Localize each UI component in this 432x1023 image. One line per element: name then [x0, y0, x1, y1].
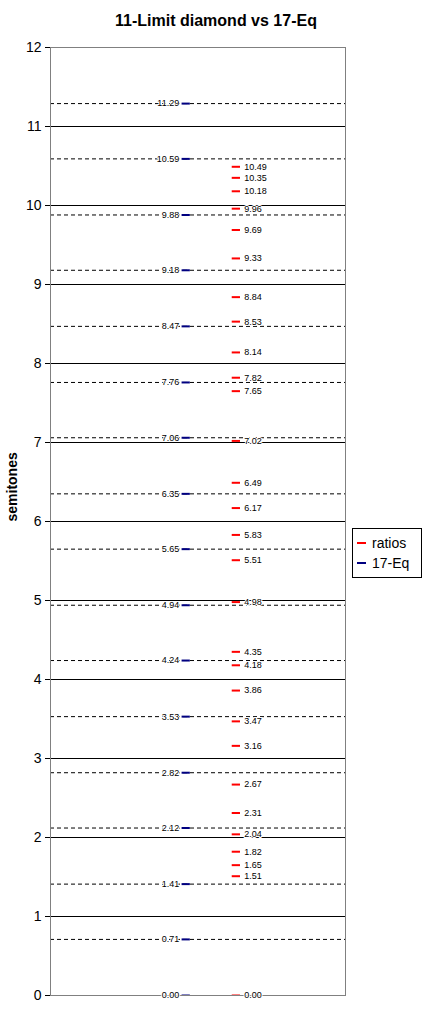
svg-text:10.49: 10.49	[244, 162, 267, 172]
svg-text:4: 4	[34, 671, 42, 687]
svg-text:6.49: 6.49	[244, 478, 262, 488]
svg-text:2.67: 2.67	[244, 779, 262, 789]
svg-text:1.82: 1.82	[244, 847, 262, 857]
svg-text:2: 2	[34, 829, 42, 845]
svg-text:8: 8	[34, 355, 42, 371]
svg-text:8.47: 8.47	[162, 321, 180, 331]
svg-text:10.18: 10.18	[244, 186, 267, 196]
svg-text:7.76: 7.76	[162, 377, 180, 387]
svg-text:3.16: 3.16	[244, 741, 262, 751]
svg-text:9.69: 9.69	[244, 225, 262, 235]
svg-text:4.98: 4.98	[244, 597, 262, 607]
svg-text:4.94: 4.94	[162, 600, 180, 610]
svg-text:5.51: 5.51	[244, 555, 262, 565]
svg-text:2.82: 2.82	[162, 768, 180, 778]
svg-text:2.31: 2.31	[244, 808, 262, 818]
svg-text:7.82: 7.82	[244, 373, 262, 383]
svg-text:11: 11	[27, 118, 42, 134]
svg-text:9.88: 9.88	[162, 210, 180, 220]
svg-text:12: 12	[26, 40, 42, 55]
svg-text:10: 10	[26, 197, 42, 213]
svg-text:9.96: 9.96	[244, 204, 262, 214]
svg-text:4.18: 4.18	[244, 660, 262, 670]
html-text:11-Limit diamond vs 17-Eq: 11-Limit diamond vs 17-Eq	[115, 12, 317, 29]
svg-text:3: 3	[34, 750, 42, 766]
svg-text:1.65: 1.65	[244, 860, 262, 870]
svg-text:9.18: 9.18	[162, 265, 180, 275]
svg-text:11.29: 11.29	[157, 98, 179, 108]
svg-text:7.06: 7.06	[162, 433, 180, 443]
svg-text:10.35: 10.35	[244, 173, 267, 183]
svg-text:5.65: 5.65	[162, 544, 180, 554]
svg-text:3.86: 3.86	[244, 685, 262, 695]
svg-text:6.17: 6.17	[244, 503, 262, 513]
svg-text:6.35: 6.35	[162, 489, 180, 499]
svg-text:semitones: semitones	[4, 452, 20, 521]
svg-text:9: 9	[34, 276, 42, 292]
svg-text:1: 1	[34, 908, 42, 924]
svg-text:5: 5	[34, 592, 42, 608]
svg-text:3.47: 3.47	[244, 716, 262, 726]
svg-text:0.00: 0.00	[244, 990, 262, 1000]
svg-text:2.04: 2.04	[244, 829, 262, 839]
svg-text:8.14: 8.14	[244, 347, 262, 357]
svg-text:7.02: 7.02	[244, 436, 262, 446]
svg-text:6: 6	[34, 513, 42, 529]
svg-text:9.33: 9.33	[244, 253, 262, 263]
svg-text:8.84: 8.84	[244, 292, 262, 302]
svg-text:3.53: 3.53	[162, 712, 180, 722]
svg-text:5.83: 5.83	[244, 530, 262, 540]
svg-text:7: 7	[34, 434, 42, 450]
svg-text:1.51: 1.51	[244, 871, 262, 881]
svg-text:10.59: 10.59	[157, 154, 180, 164]
html-text:ratios: ratios	[372, 535, 407, 551]
svg-text:4.35: 4.35	[244, 647, 262, 657]
svg-text:0: 0	[34, 987, 42, 1003]
svg-text:0.71: 0.71	[162, 934, 180, 944]
svg-text:0.00: 0.00	[162, 990, 180, 1000]
html-text:17-Eq: 17-Eq	[372, 555, 410, 571]
svg-text:2.12: 2.12	[162, 823, 180, 833]
svg-text:1.41: 1.41	[162, 879, 180, 889]
svg-text:8.53: 8.53	[244, 317, 262, 327]
svg-text:4.24: 4.24	[162, 655, 180, 665]
svg-text:7.65: 7.65	[244, 386, 262, 396]
